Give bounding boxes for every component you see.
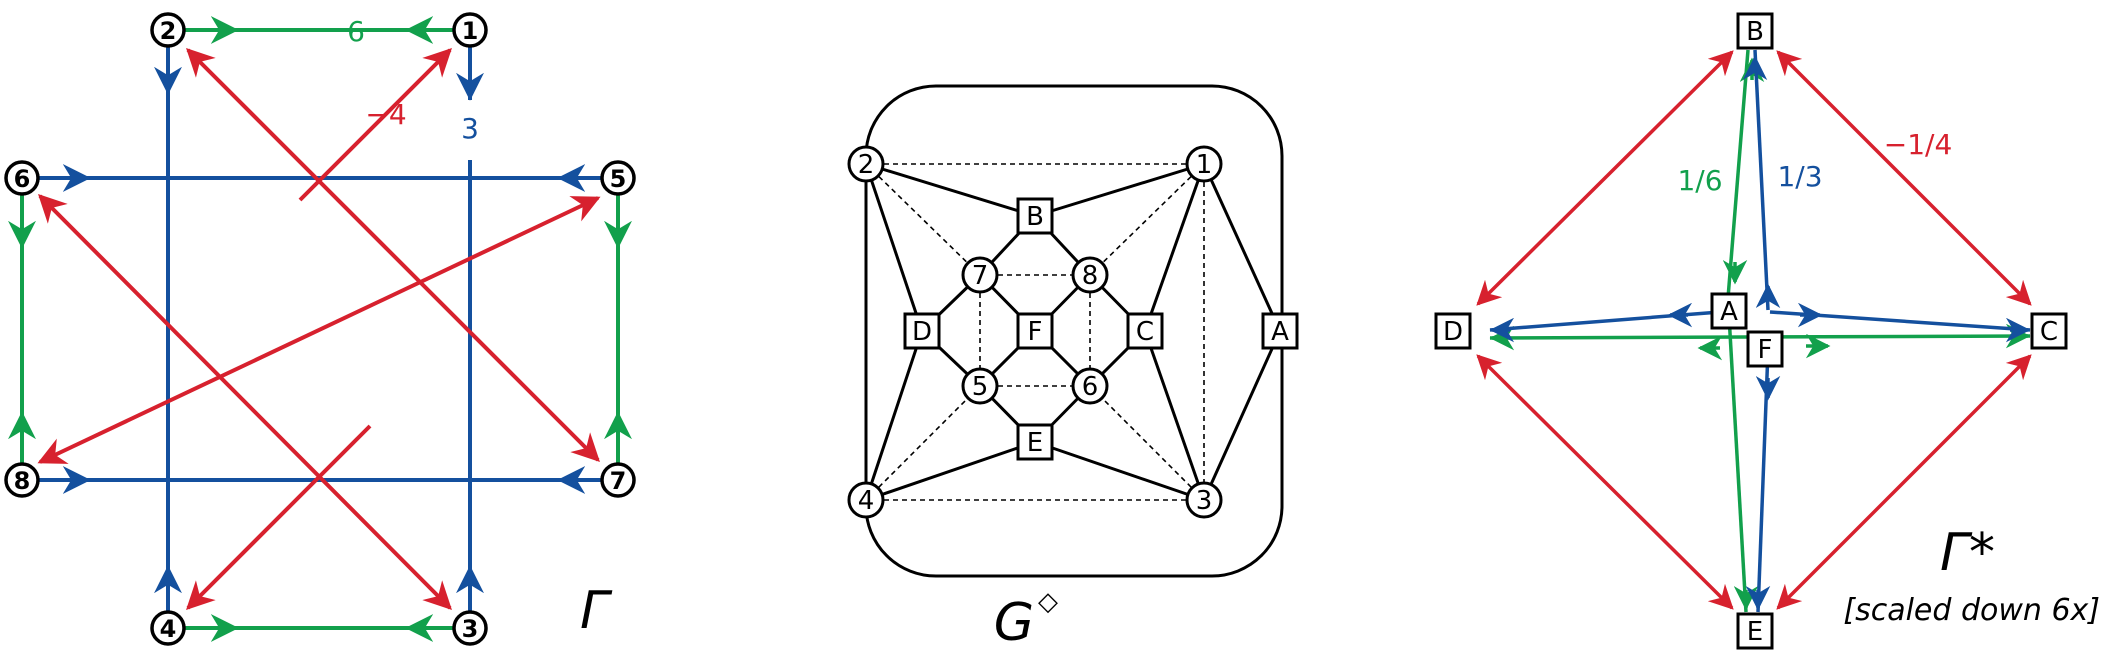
gammastar-square-nodes [1434,12,2068,650]
gammastar-node-C: C [2040,317,2058,347]
gammastar-blue-edges [1489,49,2031,613]
gdiamond-node-7: 7 [972,261,989,291]
gdiamond-node-5: 5 [972,372,989,402]
gdiamond-node-3: 3 [1196,486,1213,516]
gamma-graph: 6 −4 3 1 2 3 4 5 6 7 8 Γ [4,12,636,646]
gammastar-graph: 1/6 1/3 −1/4 A B C D E F Γ* [scaled down… [1434,12,2100,650]
gdiamond-graph: 1 2 3 4 5 6 7 8 A B C D E F G ◇ [847,84,1299,653]
gammastar-node-A: A [1720,297,1738,327]
gammastar-node-F: F [1758,335,1773,365]
gdiamond-square-labels: A B C D E F [912,202,1289,458]
gamma-node-8: 8 [14,467,31,495]
gdiamond-caption: G [994,593,1034,653]
gdiamond-node-D: D [912,317,932,347]
gammastar-square-labels: A B C D E F [1443,17,2058,647]
gammastar-green-weight: 1/6 [1677,164,1722,197]
gdiamond-node-2: 2 [858,150,875,180]
gamma-node-1: 1 [462,17,479,45]
gdiamond-circle-nodes [847,145,1223,519]
gammastar-red-weight: −1/4 [1884,128,1953,161]
gdiamond-node-6: 6 [1082,372,1099,402]
gammastar-red-edges [1476,50,2032,610]
gamma-node-2: 2 [160,17,177,45]
gdiamond-caption-sup: ◇ [1038,587,1058,617]
gdiamond-node-C: C [1136,317,1154,347]
gdiamond-node-4: 4 [858,486,875,516]
gdiamond-node-B: B [1026,202,1044,232]
red-edge-4-1-lower [186,424,372,610]
gammastar-node-E: E [1747,617,1763,647]
gammastar-blue-weight: 1/3 [1777,160,1822,193]
gdiamond-circle-labels: 1 2 3 4 5 6 7 8 [858,150,1213,516]
gdiamond-node-A: A [1271,317,1289,347]
red-edge-4-1-upper [298,48,452,202]
gammastar-node-B: B [1746,17,1764,47]
gdiamond-node-E: E [1027,428,1043,458]
gdiamond-node-8: 8 [1082,261,1099,291]
gdiamond-node-F: F [1028,317,1043,347]
gamma-node-4: 4 [160,615,177,643]
gamma-red-weight: −4 [365,98,406,131]
gamma-red-edges [37,48,601,610]
gamma-node-3: 3 [462,615,479,643]
gdiamond-square-nodes [903,197,1299,461]
gammastar-subcaption: [scaled down 6x] [1843,593,2100,628]
red-edge-8-5 [37,196,601,464]
gamma-blue-weight: 3 [461,112,479,145]
gamma-green-edges [7,16,632,642]
gamma-node-5: 5 [610,165,627,193]
gdiamond-node-1: 1 [1196,150,1213,180]
red-edge-6-3 [38,194,452,610]
gamma-caption: Γ [580,581,613,641]
gammastar-caption: Γ* [1940,523,1995,583]
gamma-node-6: 6 [14,165,31,193]
gamma-node-labels: 1 2 3 4 5 6 7 8 [14,17,627,643]
gammastar-node-D: D [1443,317,1463,347]
gamma-node-7: 7 [610,467,627,495]
gamma-green-weight: 6 [347,15,365,48]
gamma-nodes [4,12,636,646]
